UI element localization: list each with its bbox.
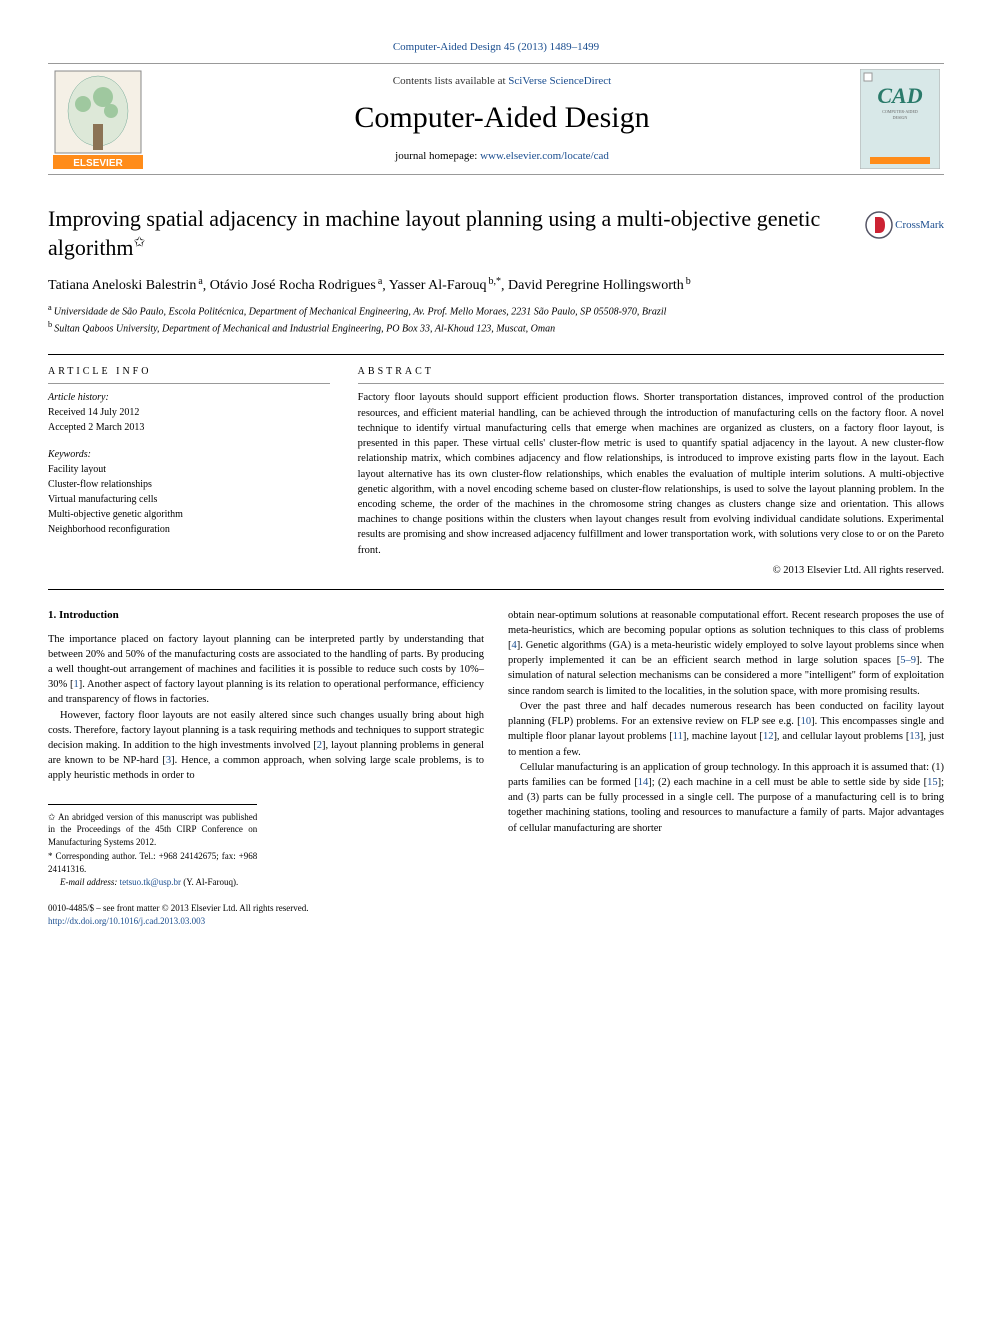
- homepage-line: journal homepage: www.elsevier.com/locat…: [395, 149, 609, 164]
- body-columns: 1. Introduction The importance placed on…: [48, 608, 944, 889]
- abstract-text: Factory floor layouts should support eff…: [358, 390, 944, 557]
- crossmark-icon: [865, 211, 893, 239]
- author: Yasser Al-Farouqb,*: [389, 278, 501, 293]
- body-paragraph: The importance placed on factory layout …: [48, 632, 484, 708]
- keyword: Facility layout: [48, 462, 330, 477]
- info-heading: ARTICLE INFO: [48, 365, 330, 384]
- crossmark-label: CrossMark: [895, 218, 944, 233]
- body-paragraph: Over the past three and half decades num…: [508, 699, 944, 760]
- citation[interactable]: 3: [166, 755, 171, 766]
- title-note-marker: ✩: [134, 236, 146, 251]
- history-block: Article history:Received 14 July 2012Acc…: [48, 390, 330, 435]
- contents-prefix: Contents lists available at: [393, 75, 508, 87]
- abstract-column: ABSTRACT Factory floor layouts should su…: [344, 355, 944, 588]
- publisher-logo: ELSEVIER: [48, 64, 148, 174]
- affiliation: a Universidade de São Paulo, Escola Poli…: [48, 302, 944, 319]
- cover-sub1: COMPUTER-AIDED: [882, 109, 918, 114]
- history-line: Accepted 2 March 2013: [48, 420, 330, 435]
- body-col-right: obtain near-optimum solutions at reasona…: [508, 608, 944, 889]
- masthead-center: Contents lists available at SciVerse Sci…: [148, 64, 856, 174]
- email-label: E-mail address:: [60, 877, 117, 887]
- publisher-name-text: ELSEVIER: [73, 158, 123, 169]
- journal-name: Computer-Aided Design: [354, 97, 649, 139]
- article-title: Improving spatial adjacency in machine l…: [48, 205, 944, 262]
- author-aff-marker: a: [378, 276, 382, 287]
- keyword: Virtual manufacturing cells: [48, 492, 330, 507]
- history-line: Article history:: [48, 390, 330, 405]
- journal-cover: CAD COMPUTER-AIDED DESIGN: [856, 64, 944, 174]
- section-heading: 1. Introduction: [48, 608, 484, 624]
- author: Otávio José Rocha Rodriguesa: [210, 278, 382, 293]
- author-aff-marker: b: [686, 276, 691, 287]
- body-paragraph: However, factory floor layouts are not e…: [48, 708, 484, 784]
- doi-link[interactable]: http://dx.doi.org/10.1016/j.cad.2013.03.…: [48, 916, 205, 926]
- author-aff-marker: a: [198, 276, 202, 287]
- keywords-list: Facility layoutCluster-flow relationship…: [48, 462, 330, 537]
- footnote-corr: * Corresponding author. Tel.: +968 24142…: [48, 850, 257, 875]
- section-number: 1.: [48, 609, 56, 621]
- citation[interactable]: 5–9: [900, 655, 916, 666]
- authors: Tatiana Aneloski Balestrina, Otávio José…: [48, 275, 944, 296]
- doi-line: 0010-4485/$ – see front matter © 2013 El…: [48, 902, 944, 927]
- citation[interactable]: 4: [512, 640, 517, 651]
- citation[interactable]: 11: [673, 731, 683, 742]
- citation[interactable]: 2: [317, 740, 322, 751]
- footnotes: ✩ An abridged version of this manuscript…: [48, 804, 257, 889]
- keyword: Neighborhood reconfiguration: [48, 522, 330, 537]
- homepage-prefix: journal homepage:: [395, 150, 480, 162]
- sciencedirect-link[interactable]: SciVerse ScienceDirect: [508, 75, 611, 87]
- keywords-label: Keywords:: [48, 447, 330, 462]
- masthead: ELSEVIER Contents lists available at Sci…: [48, 63, 944, 175]
- body-paragraph: obtain near-optimum solutions at reasona…: [508, 608, 944, 699]
- citation[interactable]: 13: [909, 731, 920, 742]
- keyword: Multi-objective genetic algorithm: [48, 507, 330, 522]
- title-text: Improving spatial adjacency in machine l…: [48, 206, 820, 260]
- article-info: ARTICLE INFO Article history:Received 14…: [48, 355, 344, 588]
- front-matter: 0010-4485/$ – see front matter © 2013 El…: [48, 902, 944, 915]
- article-header: CrossMark Improving spatial adjacency in…: [48, 205, 944, 336]
- body-col-left: 1. Introduction The importance placed on…: [48, 608, 484, 889]
- affiliations: a Universidade de São Paulo, Escola Poli…: [48, 302, 944, 337]
- citation[interactable]: 14: [638, 777, 649, 788]
- author-aff-marker: b,*: [489, 276, 502, 287]
- affiliation: b Sultan Qaboos University, Department o…: [48, 319, 944, 336]
- keywords-block: Keywords: Facility layoutCluster-flow re…: [48, 447, 330, 537]
- author: David Peregrine Hollingsworthb: [508, 278, 691, 293]
- keyword: Cluster-flow relationships: [48, 477, 330, 492]
- crossmark-badge[interactable]: CrossMark: [865, 211, 944, 239]
- author: Tatiana Aneloski Balestrina: [48, 278, 203, 293]
- contents-line: Contents lists available at SciVerse Sci…: [393, 74, 611, 89]
- email-author: (Y. Al-Farouq).: [183, 877, 238, 887]
- citation[interactable]: 15: [927, 777, 938, 788]
- footnote-title-note: ✩ An abridged version of this manuscript…: [48, 811, 257, 849]
- citation[interactable]: 12: [763, 731, 774, 742]
- footnote-email: E-mail address: tetsuo.tk@usp.br (Y. Al-…: [48, 876, 257, 889]
- article-box: ARTICLE INFO Article history:Received 14…: [48, 354, 944, 589]
- email-link[interactable]: tetsuo.tk@usp.br: [120, 877, 181, 887]
- abstract-heading: ABSTRACT: [358, 365, 944, 384]
- citation[interactable]: 10: [801, 716, 812, 727]
- history-line: Received 14 July 2012: [48, 405, 330, 420]
- cover-sub2: DESIGN: [893, 115, 908, 120]
- cover-title: CAD: [877, 83, 922, 108]
- section-title: Introduction: [59, 609, 119, 621]
- citation[interactable]: 1: [74, 679, 79, 690]
- homepage-link[interactable]: www.elsevier.com/locate/cad: [480, 150, 609, 162]
- body-paragraph: Cellular manufacturing is an application…: [508, 760, 944, 836]
- running-header: Computer-Aided Design 45 (2013) 1489–149…: [48, 40, 944, 55]
- copyright: © 2013 Elsevier Ltd. All rights reserved…: [358, 564, 944, 579]
